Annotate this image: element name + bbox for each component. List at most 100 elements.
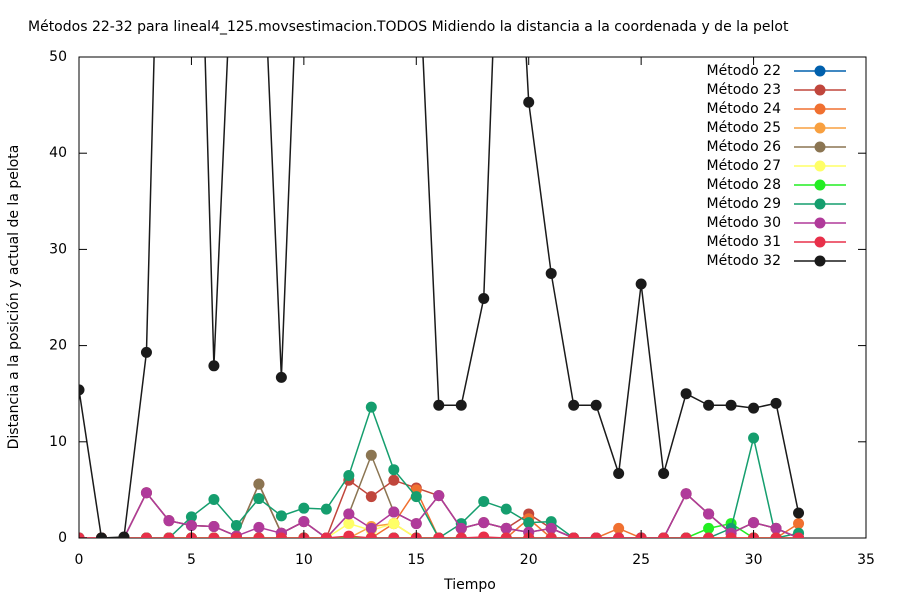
series-marker	[478, 531, 490, 538]
series-marker	[365, 491, 377, 503]
series-marker	[658, 468, 670, 480]
series-marker	[545, 267, 557, 279]
y-tick-label: 10	[49, 434, 67, 450]
series-marker	[793, 532, 805, 538]
series-marker	[253, 493, 265, 505]
series-marker	[388, 474, 400, 486]
y-tick-label: 50	[49, 49, 67, 65]
series-marker	[320, 503, 332, 515]
series-marker	[365, 401, 377, 413]
series-marker	[748, 402, 760, 414]
series-marker	[388, 532, 400, 538]
series-marker	[208, 532, 220, 538]
series-marker	[770, 397, 782, 409]
legend-label: Método 31	[707, 234, 781, 250]
plot-area	[79, 57, 805, 538]
legend-label: Método 23	[707, 82, 781, 98]
series-marker	[433, 532, 445, 538]
series-marker	[433, 399, 445, 411]
series-marker	[320, 532, 332, 538]
series-marker	[163, 515, 175, 527]
series-marker	[680, 388, 692, 400]
legend-marker	[814, 122, 826, 134]
series-marker	[388, 518, 400, 530]
series-marker	[770, 522, 782, 534]
legend-marker	[814, 255, 826, 267]
legend-marker	[814, 236, 826, 248]
series-marker	[500, 532, 512, 538]
series-marker	[343, 530, 355, 538]
x-tick-label: 25	[632, 552, 650, 568]
legend-label: Método 29	[707, 196, 781, 212]
series-marker	[748, 517, 760, 529]
series-marker	[343, 518, 355, 530]
series-marker	[410, 491, 422, 503]
series-marker	[185, 511, 197, 523]
series-marker	[230, 519, 242, 531]
x-tick-label: 5	[187, 552, 196, 568]
series-marker	[253, 478, 265, 490]
series-marker	[208, 520, 220, 532]
legend-label: Método 28	[707, 177, 781, 193]
series-marker	[478, 495, 490, 507]
chart-title: Métodos 22-32 para lineal4_125.movsestim…	[28, 19, 789, 35]
series-marker	[613, 468, 625, 480]
x-tick-label: 10	[295, 552, 313, 568]
series-marker	[79, 532, 85, 538]
series-marker	[365, 522, 377, 534]
legend-label: Método 24	[707, 101, 782, 117]
legend-marker	[814, 103, 826, 115]
series-marker	[343, 508, 355, 520]
legend-label: Método 30	[707, 215, 781, 231]
legend-marker	[814, 160, 826, 172]
legend-marker	[814, 217, 826, 229]
series-marker	[523, 517, 535, 529]
series-marker	[140, 346, 152, 358]
series-marker	[208, 360, 220, 372]
series-marker	[590, 532, 602, 538]
x-tick-label: 15	[407, 552, 425, 568]
series-marker	[298, 502, 310, 514]
series-marker	[703, 532, 715, 538]
series-marker	[748, 432, 760, 444]
series-marker	[275, 510, 287, 522]
series-marker	[298, 516, 310, 528]
series-marker	[590, 399, 602, 411]
series-marker	[230, 532, 242, 538]
legend-marker	[814, 84, 826, 96]
series-line	[79, 479, 799, 538]
series-marker	[500, 503, 512, 515]
y-tick-label: 40	[49, 145, 67, 161]
x-tick-label: 0	[75, 552, 84, 568]
series-marker	[433, 490, 445, 502]
series-marker	[613, 532, 625, 538]
series-marker	[275, 532, 287, 538]
series-marker	[770, 532, 782, 538]
series-marker	[478, 292, 490, 304]
series-marker	[365, 532, 377, 538]
series-marker	[568, 532, 580, 538]
series-marker	[500, 522, 512, 534]
series-marker	[208, 494, 220, 506]
legend-label: Método 26	[707, 139, 782, 155]
series-marker	[275, 371, 287, 383]
x-tick-label: 30	[745, 552, 763, 568]
legend-marker	[814, 141, 826, 153]
series-marker	[253, 532, 265, 538]
series-marker	[140, 532, 152, 538]
y-tick-label: 30	[49, 241, 67, 257]
series-marker	[455, 532, 467, 538]
series-marker	[455, 522, 467, 534]
series-marker	[185, 519, 197, 531]
series-marker	[388, 506, 400, 518]
series-marker	[545, 532, 557, 538]
series-marker	[613, 522, 625, 534]
series-line	[79, 57, 800, 538]
series-line	[79, 404, 799, 538]
series-marker	[725, 399, 737, 411]
series-marker	[703, 399, 715, 411]
series-marker	[568, 399, 580, 411]
y-tick-label: 0	[58, 530, 67, 546]
x-axis-label: Tiempo	[443, 577, 496, 593]
